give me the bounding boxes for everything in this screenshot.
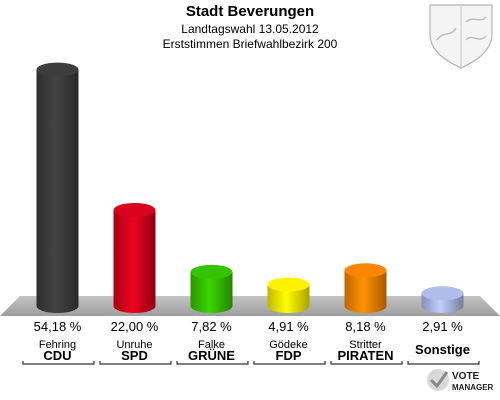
bar-cap [113, 203, 156, 217]
checkmark-icon [427, 369, 449, 391]
value-label: 22,00 % [111, 319, 159, 334]
label-bracket [22, 361, 95, 365]
candidate-label: Gödeke [269, 339, 308, 351]
bar-cap [267, 277, 310, 292]
label-bracket [176, 361, 249, 365]
bar-sonstige [421, 286, 464, 313]
label-bracket [99, 361, 172, 365]
bar-grne [190, 264, 233, 313]
candidate-label: Unruhe [116, 339, 152, 351]
value-label: 2,91 % [422, 319, 463, 334]
bar-cdu [36, 62, 79, 313]
candidate-label: Fehring [39, 339, 76, 351]
value-label: 8,18 % [345, 319, 386, 334]
category-label: Sonstige [415, 342, 470, 357]
vote-manager-logo: VOTE MANAGER [427, 369, 494, 392]
bar-cap [190, 264, 233, 279]
chart-subtitle-district: Erststimmen Briefwahlbezirk 200 [162, 37, 338, 51]
logo-manager-text: MANAGER [452, 383, 494, 392]
bar-body [36, 69, 79, 313]
label-bracket [330, 361, 403, 365]
logo-vote-text: VOTE [452, 371, 480, 382]
bar-spd [113, 203, 156, 313]
chart-subtitle-election: Landtagswahl 13.05.2012 [181, 22, 319, 36]
bar-cap [421, 286, 464, 301]
value-label: 7,82 % [191, 319, 232, 334]
category-label: SPD [121, 348, 148, 363]
category-label: GRÜNE [188, 348, 235, 363]
candidate-label: Falke [198, 339, 225, 351]
bar-body [344, 270, 387, 313]
value-label: 54,18 % [34, 319, 82, 334]
bar-cap [344, 263, 387, 278]
category-label: PIRATEN [337, 348, 393, 363]
bar-cap [36, 62, 79, 77]
bar-body [190, 271, 233, 313]
coat-of-arms-icon [429, 4, 493, 69]
value-label: 4,91 % [268, 319, 309, 334]
label-bracket [407, 361, 480, 365]
bar-fdp [267, 277, 310, 313]
bar-body [267, 284, 310, 313]
label-bracket [253, 361, 326, 365]
candidate-label: Stritter [349, 339, 382, 351]
category-label: FDP [276, 348, 302, 363]
bar-body [113, 210, 156, 313]
category-label: CDU [43, 348, 71, 363]
chart-title: Stadt Beverungen [185, 3, 315, 20]
bar-piraten [344, 263, 387, 313]
